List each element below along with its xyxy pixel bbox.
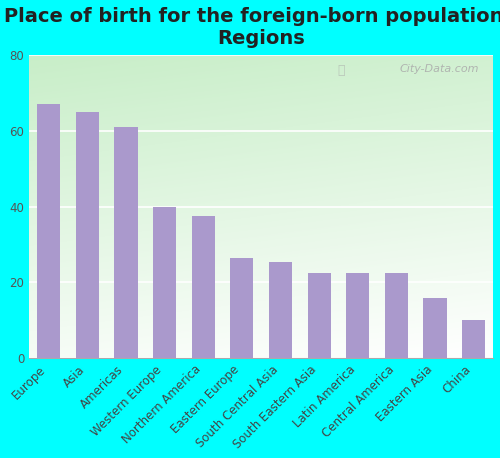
Bar bbox=[462, 320, 485, 358]
Bar bbox=[308, 273, 331, 358]
Bar bbox=[192, 216, 215, 358]
Text: City-Data.com: City-Data.com bbox=[400, 64, 479, 74]
Text: ⓘ: ⓘ bbox=[337, 64, 344, 77]
Bar bbox=[153, 207, 176, 358]
Bar bbox=[76, 112, 99, 358]
Bar bbox=[346, 273, 370, 358]
Bar bbox=[424, 298, 446, 358]
Bar bbox=[269, 262, 292, 358]
Title: Place of birth for the foreign-born population -
Regions: Place of birth for the foreign-born popu… bbox=[4, 7, 500, 48]
Bar bbox=[230, 258, 254, 358]
Bar bbox=[37, 104, 60, 358]
Bar bbox=[385, 273, 408, 358]
Bar bbox=[114, 127, 138, 358]
